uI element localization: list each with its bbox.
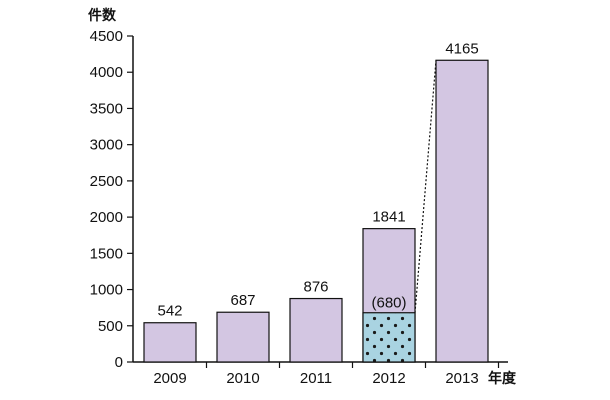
x-tick-label-2011: 2011 [300,370,332,387]
x-tick-label-2010: 2010 [226,370,259,387]
labels-group: 542 2009 687 2010 876 2011 (680) 1841 2012 4165 20… [153,40,478,387]
y-tick-label-2500: 2500 [90,173,123,190]
bar-2013 [435,59,489,363]
bar-2011 [289,297,343,363]
y-tick-label-2000: 2000 [90,209,123,226]
value-label-2011: 876 [303,279,328,296]
y-axis-unit-label: 件数 [88,7,117,23]
sub-value-label-2012: (680) [371,295,406,312]
y-tick-label-1500: 1500 [90,245,123,262]
y-tick-label-3000: 3000 [90,137,123,154]
x-tick-label-2013: 2013 [445,370,478,387]
sub-bar-2012 [362,312,416,363]
bars-group [143,59,489,363]
value-label-2012: 1841 [372,209,405,226]
axes: 0 500 1000 1500 2000 2500 3000 3500 4000 4500 [90,28,508,371]
bar-2009 [143,322,197,363]
connector-line [414,60,437,313]
y-tick-label-1000: 1000 [90,282,123,299]
y-tick-label-0: 0 [115,354,123,371]
value-label-2009: 542 [157,303,182,320]
y-tick-label-4500: 4500 [90,28,123,45]
y-tick-label-3500: 3500 [90,100,123,117]
bar-2010 [216,311,270,363]
value-label-2013: 4165 [445,40,478,57]
x-axis-unit-label: 年度 [488,370,517,386]
x-tick-label-2012: 2012 [372,370,405,387]
value-label-2010: 687 [230,292,255,309]
x-tick-label-2009: 2009 [153,370,186,387]
y-tick-label-500: 500 [98,318,123,335]
y-tick-label-4000: 4000 [90,64,123,81]
